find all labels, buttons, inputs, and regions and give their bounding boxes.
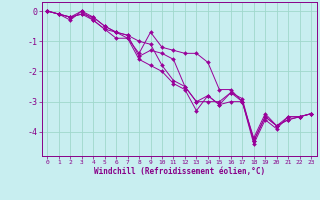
X-axis label: Windchill (Refroidissement éolien,°C): Windchill (Refroidissement éolien,°C) [94,167,265,176]
